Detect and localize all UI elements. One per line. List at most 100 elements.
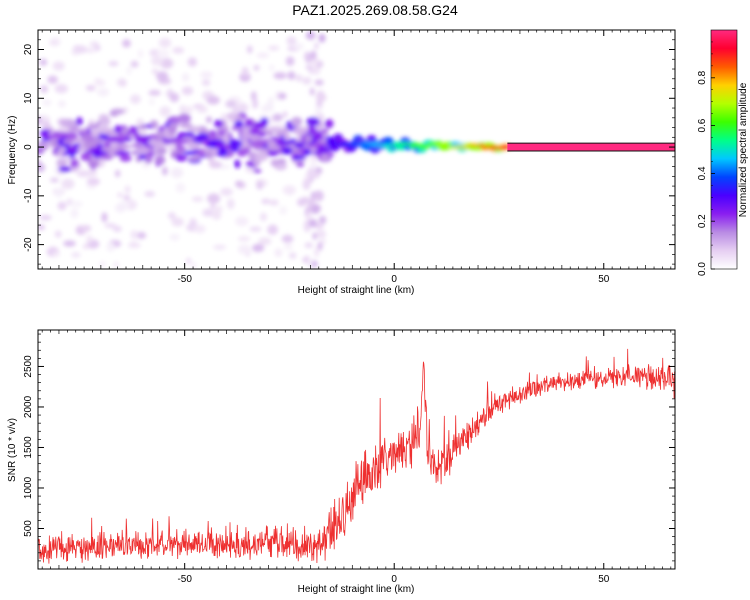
spectrogram-cell [112,225,122,233]
spectrogram-cell [240,131,254,140]
spectrogram-cell [292,126,307,135]
spectrogram-cell [196,106,208,114]
spectrogram-cell [241,66,249,77]
spectrogram-cell [130,60,139,68]
spectrogram-cell [86,124,101,129]
spectrogram-cell [283,131,290,141]
spectrogram-panel: -50 0 50 -20 -10 0 10 20 Height of straight lin… [7,29,676,296]
spectrogram-cell [115,203,126,213]
spectrogram-cell [54,84,69,94]
spectrogram-cell [210,203,216,209]
spectrogram-cell [211,210,222,220]
spectrogram-cell [314,79,324,86]
spectrogram-cell [206,95,220,105]
spectrogram-cell [62,138,75,145]
spectrogram-cell [80,224,92,232]
spectrogram-cell [286,36,297,46]
spectrogram-cell [130,230,139,240]
spectrogram-cell [236,102,249,113]
spectrogram-cell [75,128,88,133]
spectrogram-y-tick-label: 0 [23,144,34,150]
spectrogram-cell [383,136,394,146]
spectrogram-cell [308,218,318,228]
spectrogram-cell [40,129,49,138]
spectrogram-cell [170,167,184,178]
spectrogram-cell [310,50,317,61]
spectrogram-cell [169,233,180,241]
spectrogram-cell [253,64,260,71]
spectrogram-cell [86,235,93,243]
spectrogram-cell [295,74,303,82]
spectrogram-cell [305,30,316,40]
colorbar-tick-label: 0.4 [697,166,708,180]
spectrogram-cell [85,84,96,92]
spectrogram-cell [123,194,131,201]
spectrogram-cell [101,116,111,127]
spectrogram-cell [285,56,295,66]
spectrogram-cell [193,224,206,234]
spectrogram-cell [282,110,288,118]
snr-y-axis-label: SNR (10 * v/v) [7,418,18,482]
spectrogram-cell [254,151,269,162]
spectrogram-cell [81,132,92,142]
spectrogram-cell [99,261,106,268]
spectrogram-cell [104,223,117,229]
chart-title: PAZ1.2025.269.08.58.G24 [292,2,458,18]
spectrogram-cell [285,121,293,130]
spectrogram-cell [101,212,108,223]
spectrogram-cell [97,88,110,97]
spectrogram-cell [116,139,125,144]
spectrogram-cell [303,148,312,156]
snr-y-tick-label: 500 [23,520,34,537]
spectrogram-cell [235,216,249,227]
spectrogram-cell [87,167,98,177]
spectrogram-y-tick-label: 10 [23,92,34,104]
colorbar-tick-label: 0.8 [697,70,708,84]
spectrogram-cell [82,243,90,250]
snr-plot-area [38,330,675,569]
spectrogram-cell [293,142,306,149]
spectrogram-cell [172,46,185,54]
spectrogram-cell [87,160,100,168]
spectrogram-cell [312,232,317,240]
spectrogram-cell [256,52,269,59]
spectrogram-cell [270,158,279,167]
spectrogram-cell [237,236,251,242]
snr-x-axis-label: Height of straight line (km) [298,584,415,595]
spectrogram-cell [304,134,313,143]
spectrogram-cell [59,146,67,153]
spectrogram-cell [267,144,281,151]
spectrogram-cell [39,58,48,66]
spectrogram-cell [237,244,251,255]
spectrogram-cell [148,98,155,106]
snr-y-tick-label: 2500 [23,355,34,378]
spectrogram-cell [201,79,211,86]
spectrogram-cell [269,64,275,71]
spectrogram-cell [311,204,320,215]
spectrogram-cell [47,75,59,84]
spectrogram-cell [38,162,46,173]
spectrogram-cell [202,208,215,217]
spectrogram-cell [207,193,221,204]
spectrogram-cell [252,168,262,173]
spectrogram-cell [267,224,278,235]
spectrogram-cell [274,248,283,257]
spectrogram-cell [163,126,170,136]
spectrogram-cell [191,196,204,202]
spectrogram-blobs [38,30,511,269]
spectrogram-cell [90,129,100,138]
spectrogram-cell [55,187,63,198]
spectrogram-cell [252,139,267,147]
colorbar-tick-label: 0.6 [697,118,708,132]
spectrogram-cell [261,198,271,205]
spectrogram-cell [282,185,296,195]
spectrogram-cell [86,177,101,186]
spectrogram-cell [234,180,243,188]
spectrogram-cell [234,159,241,166]
spectrogram-cell [179,104,186,115]
spectrogram-cell [58,100,66,108]
spectrogram-cell [304,51,311,62]
spectrogram-cell [94,77,102,86]
spectrogram-cell [84,47,97,54]
snr-x-tick-label: 0 [391,574,397,585]
